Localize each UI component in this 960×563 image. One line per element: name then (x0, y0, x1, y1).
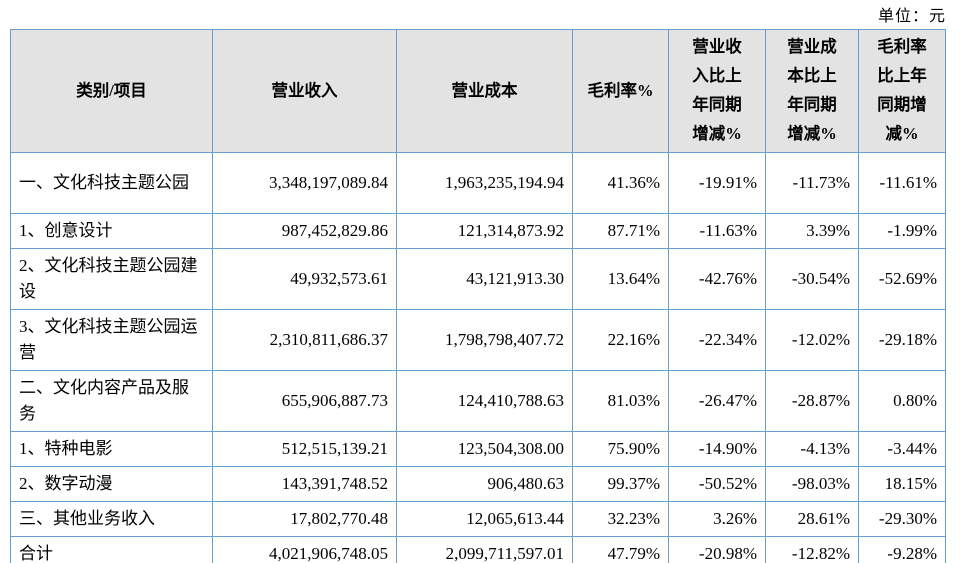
column-header-cost: 营业成本 (396, 29, 573, 153)
value-cell: 512,515,139.21 (212, 431, 397, 467)
value-cell: 2,099,711,597.01 (396, 536, 573, 563)
value-cell: 41.36% (572, 152, 669, 214)
value-cell: 18.15% (858, 466, 946, 502)
value-cell: -12.02% (765, 309, 859, 371)
column-header-cost-yoy: 营业成 本比上 年同期 增减% (765, 29, 859, 153)
value-cell: 12,065,613.44 (396, 501, 573, 537)
value-cell: 124,410,788.63 (396, 370, 573, 432)
value-cell: 987,452,829.86 (212, 213, 397, 249)
value-cell: 143,391,748.52 (212, 466, 397, 502)
column-header-revenue: 营业收入 (212, 29, 397, 153)
value-cell: 3.39% (765, 213, 859, 249)
value-cell: -98.03% (765, 466, 859, 502)
value-cell: 1,963,235,194.94 (396, 152, 573, 214)
value-cell: 99.37% (572, 466, 669, 502)
value-cell: -11.63% (668, 213, 766, 249)
table-row: 二、文化内容产品及服务 655,906,887.73 124,410,788.6… (10, 370, 946, 432)
header-row: 类别/项目 营业收入 营业成本 毛利率% 营业收 入比上 年同期 增减% 营业成… (10, 29, 946, 153)
value-cell: -11.61% (858, 152, 946, 214)
value-cell: -52.69% (858, 248, 946, 310)
value-cell: 28.61% (765, 501, 859, 537)
table-row: 1、特种电影 512,515,139.21 123,504,308.00 75.… (10, 431, 946, 467)
value-cell: 3.26% (668, 501, 766, 537)
value-cell: 13.64% (572, 248, 669, 310)
value-cell: 906,480.63 (396, 466, 573, 502)
value-cell: 2,310,811,686.37 (212, 309, 397, 371)
value-cell: -22.34% (668, 309, 766, 371)
value-cell: 81.03% (572, 370, 669, 432)
table-row: 三、其他业务收入 17,802,770.48 12,065,613.44 32.… (10, 501, 946, 537)
value-cell: 32.23% (572, 501, 669, 537)
table-row: 1、创意设计 987,452,829.86 121,314,873.92 87.… (10, 213, 946, 249)
column-header-category: 类别/项目 (10, 29, 213, 153)
value-cell: 22.16% (572, 309, 669, 371)
revenue-cost-table: 类别/项目 营业收入 营业成本 毛利率% 营业收 入比上 年同期 增减% 营业成… (10, 29, 946, 563)
category-cell: 一、文化科技主题公园 (10, 152, 213, 214)
value-cell: -12.82% (765, 536, 859, 563)
value-cell: 75.90% (572, 431, 669, 467)
value-cell: 121,314,873.92 (396, 213, 573, 249)
value-cell: -29.18% (858, 309, 946, 371)
category-cell: 1、创意设计 (10, 213, 213, 249)
value-cell: 123,504,308.00 (396, 431, 573, 467)
value-cell: -14.90% (668, 431, 766, 467)
value-cell: -9.28% (858, 536, 946, 563)
column-header-margin-yoy: 毛利率 比上年 同期增 减% (858, 29, 946, 153)
value-cell: 4,021,906,748.05 (212, 536, 397, 563)
value-cell: -1.99% (858, 213, 946, 249)
table-row: 2、文化科技主题公园建设 49,932,573.61 43,121,913.30… (10, 248, 946, 310)
value-cell: -3.44% (858, 431, 946, 467)
table-row: 3、文化科技主题公园运营 2,310,811,686.37 1,798,798,… (10, 309, 946, 371)
value-cell: 49,932,573.61 (212, 248, 397, 310)
column-header-revenue-yoy: 营业收 入比上 年同期 增减% (668, 29, 766, 153)
value-cell: 17,802,770.48 (212, 501, 397, 537)
value-cell: -29.30% (858, 501, 946, 537)
category-cell: 二、文化内容产品及服务 (10, 370, 213, 432)
category-cell: 2、数字动漫 (10, 466, 213, 502)
unit-label: 单位：元 (877, 8, 946, 25)
value-cell: 1,798,798,407.72 (396, 309, 573, 371)
table-row: 2、数字动漫 143,391,748.52 906,480.63 99.37% … (10, 466, 946, 502)
category-cell: 2、文化科技主题公园建设 (10, 248, 213, 310)
value-cell: -19.91% (668, 152, 766, 214)
value-cell: -26.47% (668, 370, 766, 432)
value-cell: -20.98% (668, 536, 766, 563)
value-cell: -42.76% (668, 248, 766, 310)
value-cell: -4.13% (765, 431, 859, 467)
category-cell: 1、特种电影 (10, 431, 213, 467)
category-cell: 3、文化科技主题公园运营 (10, 309, 213, 371)
value-cell: 655,906,887.73 (212, 370, 397, 432)
table-row: 一、文化科技主题公园 3,348,197,089.84 1,963,235,19… (10, 152, 946, 214)
value-cell: -30.54% (765, 248, 859, 310)
category-cell: 合计 (10, 536, 213, 563)
column-header-gross-margin: 毛利率% (572, 29, 669, 153)
category-cell: 三、其他业务收入 (10, 501, 213, 537)
value-cell: 3,348,197,089.84 (212, 152, 397, 214)
value-cell: 43,121,913.30 (396, 248, 573, 310)
value-cell: 47.79% (572, 536, 669, 563)
value-cell: 87.71% (572, 213, 669, 249)
value-cell: -50.52% (668, 466, 766, 502)
value-cell: -28.87% (765, 370, 859, 432)
value-cell: 0.80% (858, 370, 946, 432)
table-row-total: 合计 4,021,906,748.05 2,099,711,597.01 47.… (10, 536, 946, 563)
value-cell: -11.73% (765, 152, 859, 214)
